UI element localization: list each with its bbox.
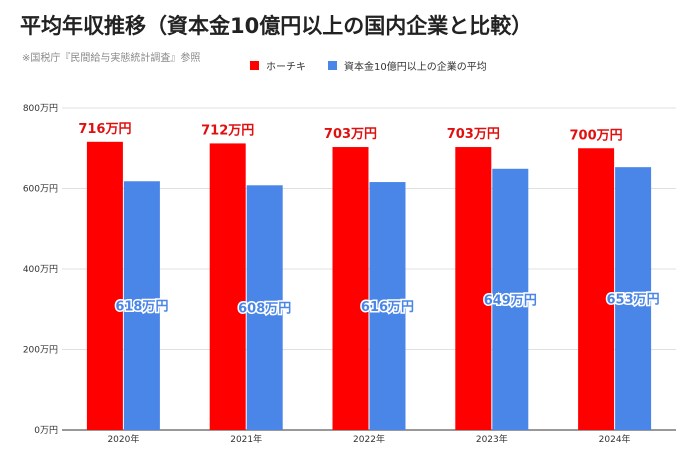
x-tick-label-0: 2020年 [107,433,139,445]
legend-swatch-hochiki [250,60,259,70]
bar-average-4 [615,167,652,431]
bar-average-1 [246,185,283,430]
data-label-hochiki-4: 700万円 [570,128,623,143]
data-label-hochiki-2: 703万円 [324,127,377,142]
bar-hochiki-0 [86,141,123,430]
x-tick-label-2: 2022年 [353,433,385,445]
bar-average-0 [123,181,160,430]
x-tick-label-4: 2024年 [599,433,631,445]
data-label-average-4: 653万円 [607,293,660,308]
legend-label-average: 資本金10億円以上の企業の平均 [344,61,487,73]
data-label-hochiki-3: 703万円 [447,127,500,142]
legend-swatch-average [328,60,337,70]
data-label-hochiki-1: 712万円 [201,123,254,138]
y-tick-label-3: 600万円 [23,184,58,195]
bar-average-2 [369,182,406,430]
bar-hochiki-4 [578,148,615,430]
chart-source-note: ※国税庁『民間給与実態統計調査』参照 [22,53,201,64]
x-tick-label-1: 2021年 [230,433,262,445]
bar-hochiki-1 [209,143,246,431]
data-label-average-1: 608万円 [238,302,291,317]
legend-item-hochiki: ホーチキ [250,58,306,73]
data-label-average-2: 616万円 [361,300,414,315]
bar-hochiki-2 [332,147,369,431]
chart-legend: ホーチキ 資本金10億円以上の企業の平均 [250,58,509,73]
y-tick-label-4: 800万円 [23,103,58,114]
legend-item-average: 資本金10億円以上の企業の平均 [328,58,487,73]
legend-label-hochiki: ホーチキ [266,61,306,73]
chart-title: 平均年収推移（資本金10億円以上の国内企業と比較） [20,14,533,38]
bar-hochiki-3 [455,147,492,431]
data-label-average-0: 618万円 [115,300,168,315]
y-tick-label-0: 0万円 [34,425,58,436]
bar-average-3 [492,168,529,430]
data-label-hochiki-0: 716万円 [78,122,131,137]
x-tick-label-3: 2023年 [476,433,508,445]
data-label-average-3: 649万円 [484,293,537,308]
y-tick-label-2: 400万円 [23,264,58,275]
y-tick-label-1: 200万円 [23,345,58,356]
